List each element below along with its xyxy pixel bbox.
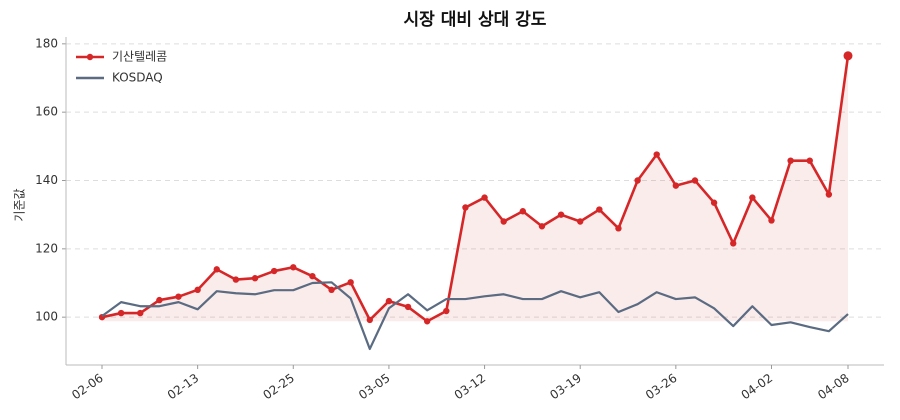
x-tick-label: 03-26	[643, 371, 680, 402]
point	[825, 191, 833, 198]
point	[423, 318, 431, 325]
point	[251, 275, 259, 282]
point	[749, 194, 756, 201]
y-axis-label: 기준값	[13, 188, 27, 221]
point	[615, 225, 622, 232]
line	[101, 281, 849, 351]
x-tick-label: 02-06	[69, 371, 106, 402]
line	[101, 55, 850, 323]
point	[175, 293, 182, 300]
point	[481, 194, 488, 201]
point	[843, 51, 853, 61]
x-tick-label: 02-25	[260, 371, 297, 402]
x-tick-label: 04-08	[815, 371, 852, 402]
point	[538, 223, 546, 230]
point	[577, 218, 584, 225]
point	[404, 303, 412, 311]
y-tick-label: 180	[35, 36, 58, 50]
point	[385, 297, 393, 305]
point	[328, 286, 335, 294]
legend-marker	[86, 53, 94, 61]
point	[462, 204, 469, 211]
point	[730, 240, 737, 247]
point	[309, 272, 316, 280]
point	[156, 296, 163, 304]
point	[366, 316, 373, 324]
point	[443, 307, 450, 315]
x-tick-label: 04-02	[739, 371, 776, 402]
point	[768, 217, 775, 224]
point	[137, 309, 144, 317]
y-tick-label: 160	[35, 105, 58, 119]
point	[270, 267, 278, 275]
chart-title: 시장 대비 상대 강도	[404, 10, 547, 30]
y-tick-label: 140	[35, 173, 58, 187]
point	[787, 157, 794, 164]
x-tick-label: 02-13	[165, 371, 202, 402]
point	[194, 286, 201, 294]
y-tick-label: 100	[35, 310, 58, 324]
x-tick-label: 03-12	[452, 371, 489, 402]
x-tick-label: 03-19	[547, 371, 584, 402]
point	[519, 208, 527, 215]
point	[347, 279, 354, 286]
point	[653, 151, 660, 158]
point	[672, 182, 680, 189]
legend-label: KOSDAQ	[112, 71, 163, 85]
point	[557, 211, 565, 218]
legend-label: 기산텔레콤	[112, 50, 167, 64]
point	[806, 157, 813, 164]
x-tick-label: 03-05	[356, 371, 393, 402]
point	[691, 177, 699, 184]
point	[232, 276, 240, 283]
point	[710, 199, 718, 206]
point	[500, 218, 507, 225]
point	[290, 264, 297, 271]
point	[634, 177, 641, 184]
point	[596, 206, 603, 213]
area	[102, 55, 848, 322]
y-tick-label: 120	[35, 241, 58, 255]
point	[117, 309, 125, 317]
point	[213, 266, 220, 273]
